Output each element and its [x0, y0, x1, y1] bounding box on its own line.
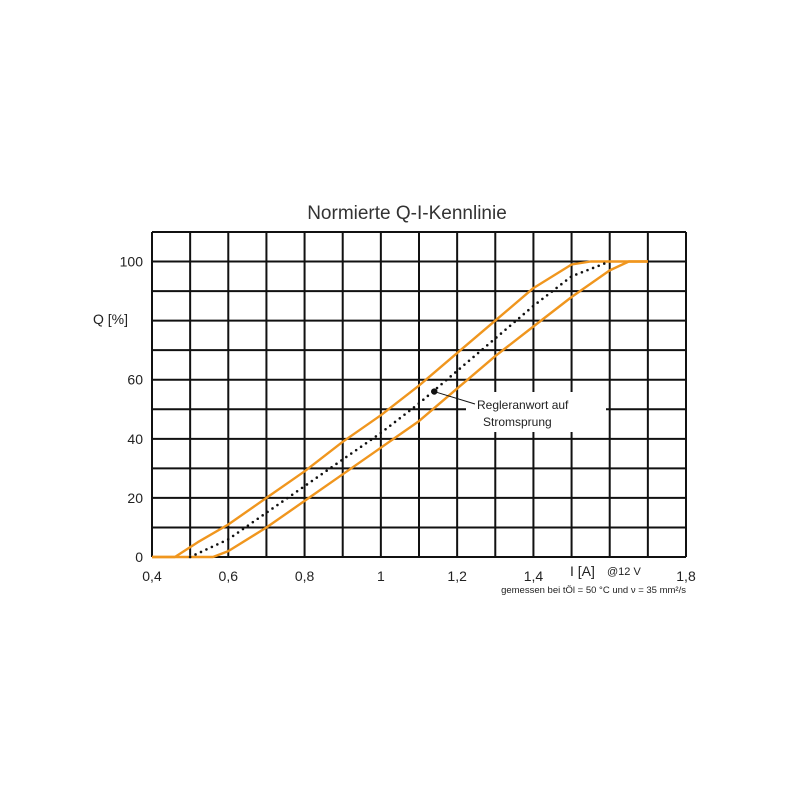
annotation-marker: [431, 388, 438, 395]
chart-title: Normierte Q-I-Kennlinie: [307, 203, 507, 224]
y-tick-label: 20: [127, 490, 143, 506]
x-tick-label: 0,4: [142, 568, 162, 584]
y-tick-label: 60: [127, 372, 143, 388]
series-line-2: [152, 260, 648, 559]
annotation-leader-line: [434, 391, 476, 405]
tick-labels: 0,4 0,6 0,8 1 1,2 1,4 1,8 0 20 40 60 100: [120, 254, 696, 584]
x-tick-label: 1,4: [524, 568, 544, 584]
annotation: Regleranwort auf Stromsprung: [431, 388, 606, 432]
annotation-background: [466, 392, 606, 432]
series-line-1: [152, 260, 648, 559]
x-axis-label-suffix: @12 V: [607, 566, 641, 578]
x-tick-label: 0,8: [295, 568, 315, 584]
footnote: gemessen bei tÖl = 50 °C und ν = 35 mm²/…: [501, 585, 686, 596]
x-tick-label: 1: [377, 568, 385, 584]
grid: [151, 231, 687, 558]
x-tick-label: 1,8: [676, 568, 696, 584]
annotation-line-2: Stromsprung: [483, 415, 552, 429]
annotation-line-1: Regleranwort auf: [477, 398, 569, 412]
x-axis-label: I [A]: [570, 563, 595, 579]
y-tick-label: 0: [135, 549, 143, 565]
series-layer: [152, 260, 648, 559]
x-tick-label: 0,6: [219, 568, 239, 584]
y-axis-label: Q [%]: [93, 311, 128, 327]
x-tick-label: 1,2: [447, 568, 467, 584]
y-tick-label: 40: [127, 431, 143, 447]
y-tick-label: 100: [120, 254, 144, 270]
series-line-3: [188, 260, 612, 559]
